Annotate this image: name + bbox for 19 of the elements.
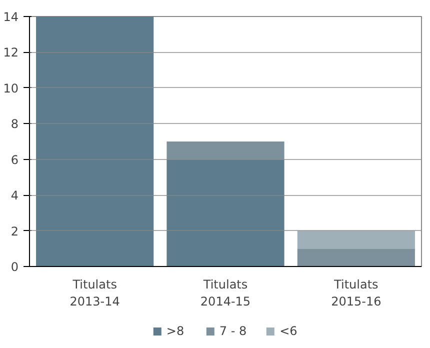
bar	[297, 248, 415, 266]
y-tick-label: 8	[10, 117, 19, 132]
y-tick-label: 6	[10, 152, 19, 167]
y-tick-label: 14	[3, 10, 19, 24]
x-tick-label: Titulats 2013-14	[70, 278, 120, 308]
bar	[166, 142, 284, 160]
y-tick-label: 10	[3, 81, 19, 96]
legend-label: 7 - 8	[219, 324, 247, 338]
y-tick-label: 4	[10, 188, 19, 203]
bar	[297, 230, 415, 249]
x-tick-label: Titulats 2014-15	[200, 278, 251, 308]
bar	[166, 159, 284, 266]
x-tick-label: Titulats 2015-16	[331, 278, 382, 308]
legend-label: >8	[166, 324, 186, 338]
y-tick-label: 0	[10, 260, 19, 274]
y-tick-label: 12	[3, 46, 19, 60]
legend-label: <6	[280, 324, 298, 338]
bar	[36, 16, 154, 266]
y-tick-label: 2	[10, 224, 19, 238]
